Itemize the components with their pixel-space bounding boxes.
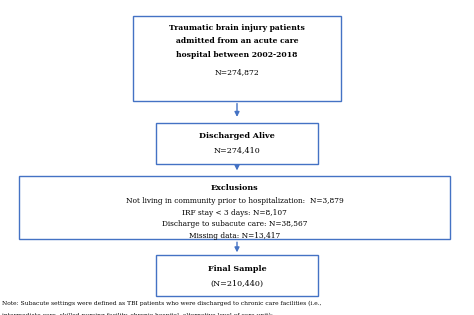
Bar	[156, 123, 318, 164]
Text: Final Sample: Final Sample	[208, 265, 266, 272]
Text: admitted from an acute care: admitted from an acute care	[176, 37, 298, 45]
Text: (N=210,440): (N=210,440)	[210, 280, 264, 288]
Text: Discharged Alive: Discharged Alive	[199, 132, 275, 140]
Text: Note: Subacute settings were defined as TBI patients who were discharged to chro: Note: Subacute settings were defined as …	[2, 301, 322, 306]
Text: Discharge to subacute care: N=38,567: Discharge to subacute care: N=38,567	[162, 220, 307, 228]
Text: Missing data: N=13,417: Missing data: N=13,417	[189, 232, 280, 240]
Text: N=274,410: N=274,410	[214, 146, 260, 154]
Text: Not living in community prior to hospitalization:  N=3,879: Not living in community prior to hospita…	[126, 197, 344, 205]
Bar	[156, 255, 318, 296]
Text: intermediate care, skilled nursing facility, chronic hospital, alternative level: intermediate care, skilled nursing facil…	[2, 313, 273, 315]
Text: Traumatic brain injury patients: Traumatic brain injury patients	[169, 24, 305, 32]
Bar	[133, 16, 341, 101]
Text: Exclusions: Exclusions	[211, 184, 258, 192]
Text: IRF stay < 3 days: N=8,107: IRF stay < 3 days: N=8,107	[182, 209, 287, 216]
Text: N=274,872: N=274,872	[215, 68, 259, 76]
Bar	[19, 176, 450, 239]
Text: hospital between 2002-2018: hospital between 2002-2018	[176, 51, 298, 59]
